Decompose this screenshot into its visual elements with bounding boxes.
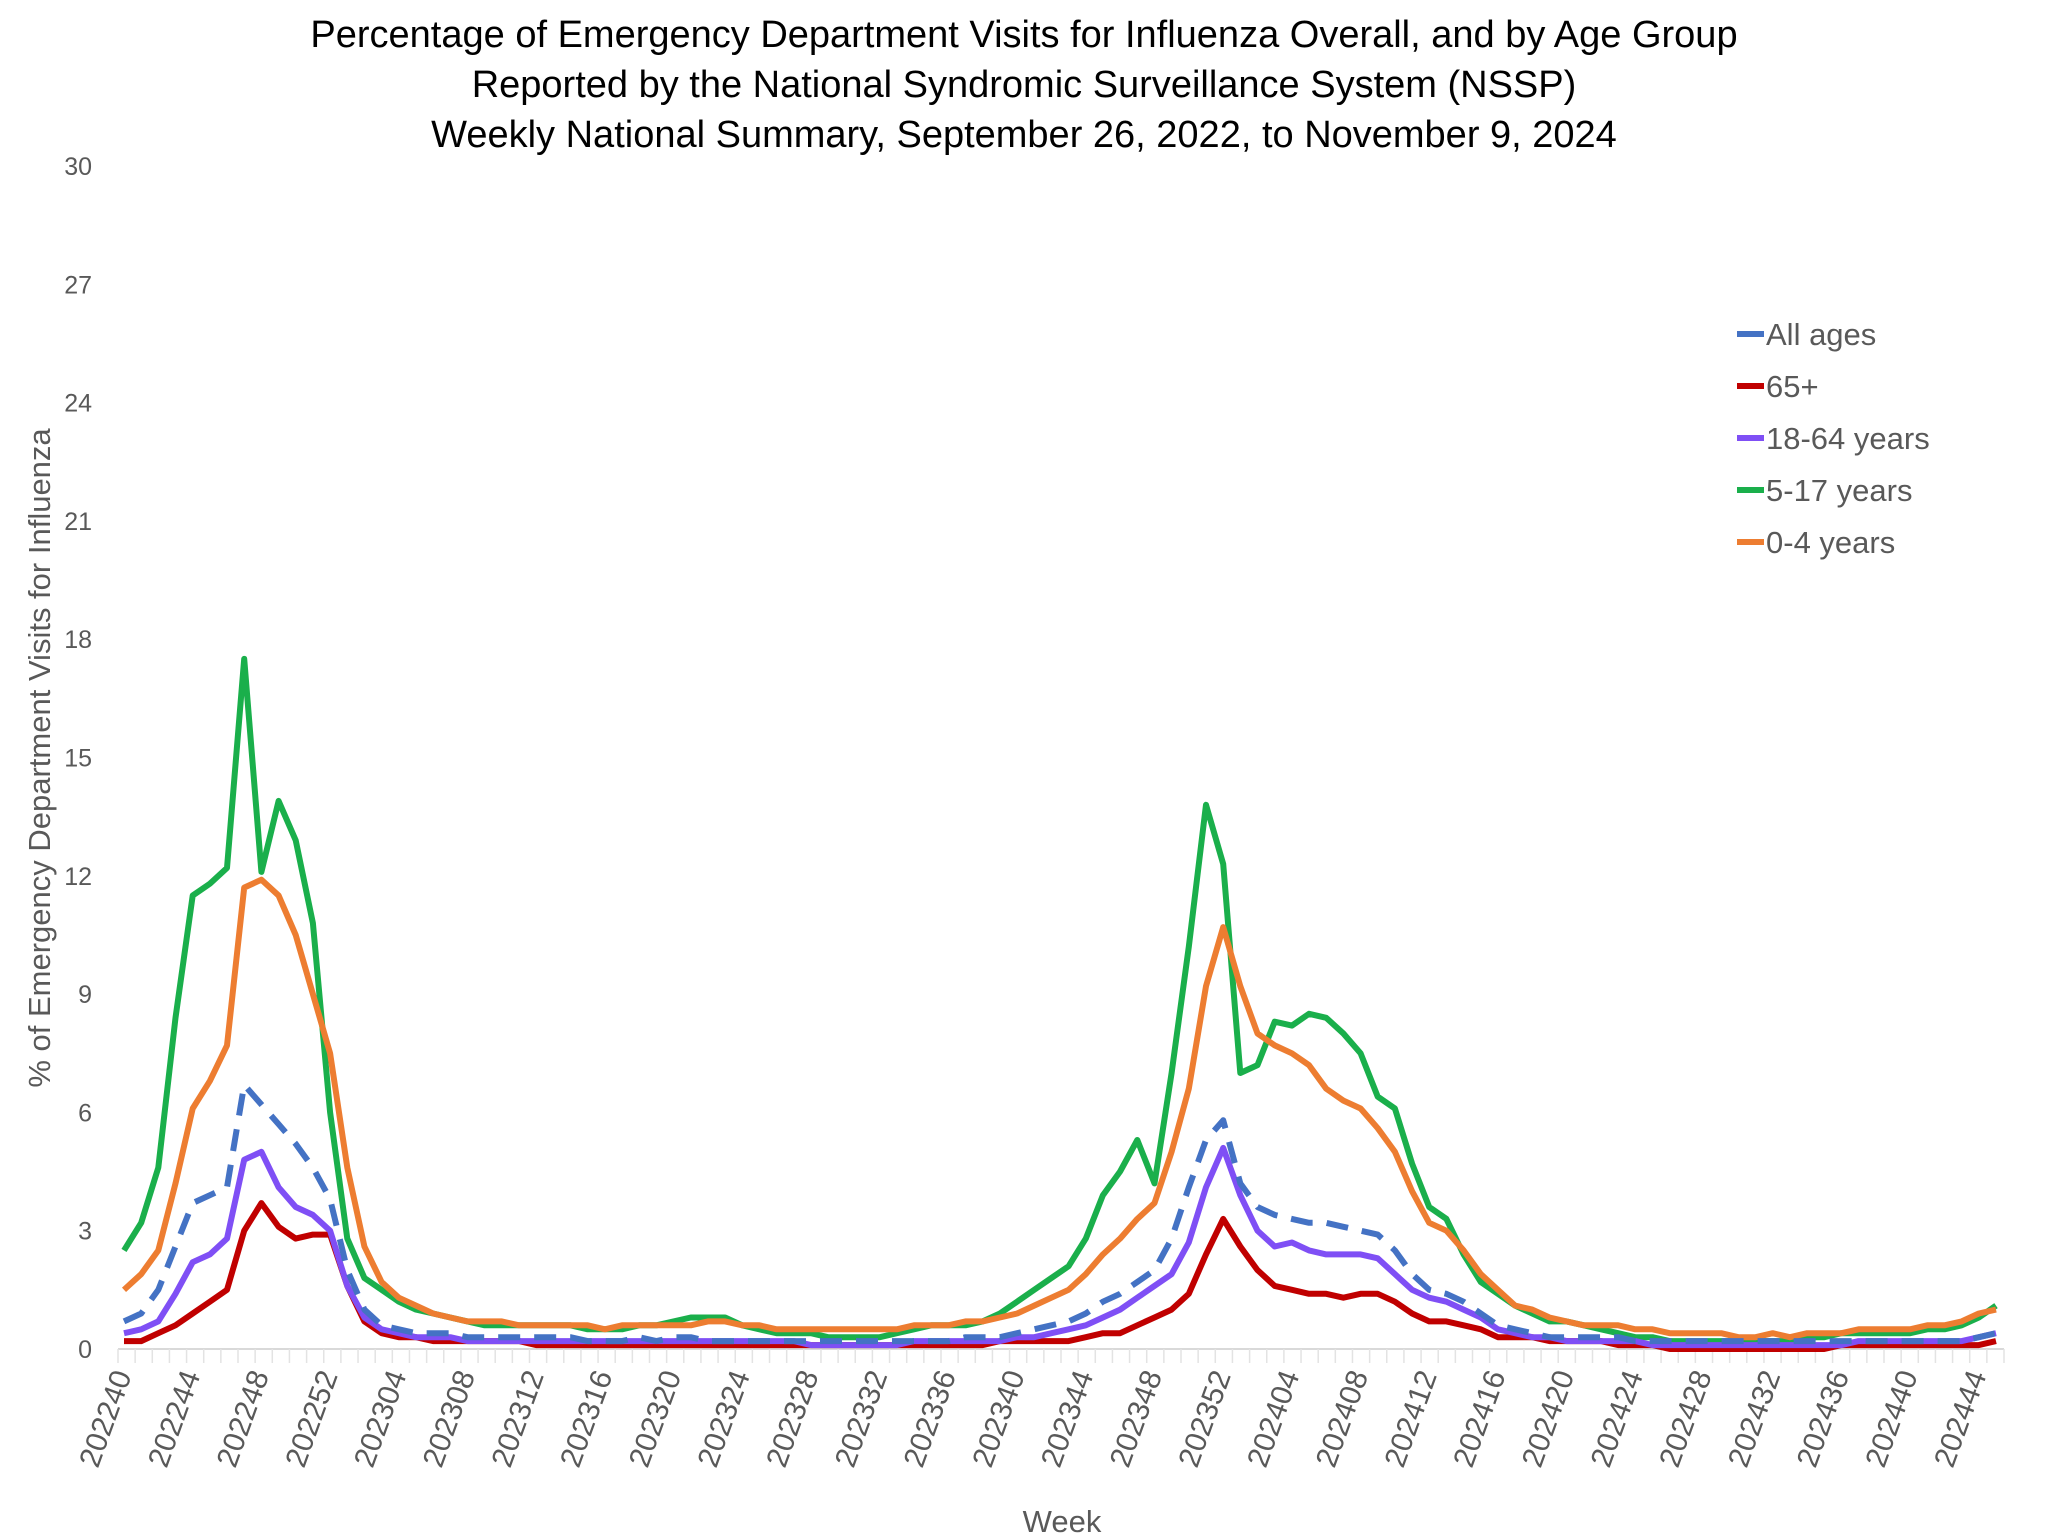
series-lines: [121, 655, 1998, 1352]
chart-title-line-1: Percentage of Emergency Department Visit…: [310, 14, 1738, 56]
legend-label: 65+: [1766, 369, 1819, 404]
x-tick-label: 202324: [692, 1366, 757, 1471]
x-tick-label: 202328: [760, 1366, 825, 1471]
x-tick-label: 202428: [1653, 1366, 1718, 1471]
x-tick-label: 202436: [1791, 1366, 1856, 1471]
series-line-18-64-years: [123, 1144, 1997, 1349]
x-tick-label: 202340: [966, 1366, 1031, 1471]
x-tick-label: 202344: [1035, 1366, 1100, 1471]
x-tick-label: 202416: [1447, 1366, 1512, 1471]
x-tick-label: 202352: [1172, 1366, 1237, 1471]
legend-item: 65+: [1737, 369, 1819, 404]
x-tick-label: 202304: [348, 1366, 413, 1471]
legend-item: All ages: [1737, 317, 1876, 352]
x-tick-label: 202440: [1859, 1366, 1924, 1471]
x-tick-label: 202348: [1104, 1366, 1169, 1471]
x-tick-label: 202336: [898, 1366, 963, 1471]
y-tick-label: 27: [64, 271, 92, 299]
x-tick-label: 202332: [829, 1366, 894, 1471]
series-line-0-4-years: [121, 876, 1997, 1341]
y-tick-label: 9: [78, 981, 92, 1009]
x-tick-label: 202412: [1379, 1366, 1444, 1471]
x-tick-label: 202308: [417, 1366, 482, 1471]
y-tick-label: 30: [64, 153, 92, 181]
legend-label: 5-17 years: [1766, 473, 1912, 508]
y-axis-label: % of Emergency Department Visits for Inf…: [22, 428, 57, 1088]
series-line-5-17-years: [121, 655, 1998, 1345]
x-tick-label: 202248: [211, 1366, 276, 1471]
y-tick-label: 3: [78, 1218, 92, 1246]
y-tick-label: 6: [78, 1099, 92, 1127]
x-tick-label: 202320: [623, 1366, 688, 1471]
series-line-all-ages: [122, 1081, 1997, 1345]
legend-item: 0-4 years: [1737, 525, 1895, 560]
x-tick-label: 202408: [1310, 1366, 1375, 1471]
legend-label: 0-4 years: [1766, 525, 1895, 560]
x-tick-label: 202312: [486, 1366, 551, 1471]
y-axis-ticks: 0 3 6 9 12 15 18 21 24 27 30: [64, 153, 92, 1364]
y-tick-label: 18: [64, 626, 92, 654]
x-axis-label: Week: [1023, 1504, 1102, 1536]
legend-item: 18-64 years: [1737, 421, 1930, 456]
x-tick-label: 202424: [1585, 1366, 1650, 1471]
y-tick-label: 12: [64, 863, 92, 891]
x-tick-label: 202420: [1516, 1366, 1581, 1471]
x-tick-label: 202404: [1241, 1366, 1306, 1471]
x-tick-label: 202240: [73, 1366, 138, 1471]
series-line-65-: [124, 1200, 1997, 1352]
x-tick-label: 202244: [142, 1366, 207, 1471]
chart-title-line-3: Weekly National Summary, September 26, 2…: [431, 114, 1617, 156]
x-axis-tick-labels: 202240 202244 202248 202252 202304 202308 2023…: [73, 1366, 1993, 1471]
y-tick-label: 24: [64, 390, 92, 418]
x-tick-label: 202252: [279, 1366, 344, 1471]
legend-item: 5-17 years: [1737, 473, 1912, 508]
chart-title-line-2: Reported by the National Syndromic Surve…: [471, 64, 1577, 106]
y-tick-label: 15: [64, 745, 92, 773]
legend: All ages 65+ 18-64 years 5-17 years 0-4 year…: [1737, 317, 1930, 560]
legend-label: All ages: [1766, 317, 1876, 352]
legend-label: 18-64 years: [1766, 421, 1930, 456]
y-tick-label: 0: [78, 1336, 92, 1364]
x-tick-label: 202316: [554, 1366, 619, 1471]
x-tick-label: 202432: [1722, 1366, 1787, 1471]
x-tick-label: 202444: [1928, 1366, 1993, 1471]
y-tick-label: 21: [64, 508, 92, 536]
